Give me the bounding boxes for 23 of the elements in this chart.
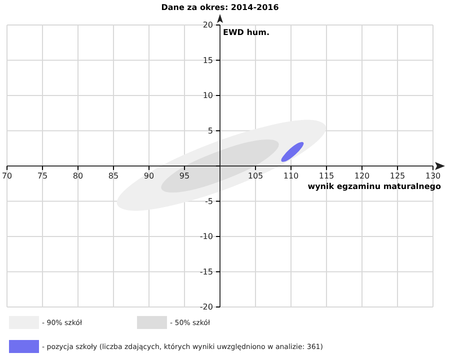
y-tick-label: -15 xyxy=(200,267,213,276)
x-tick-label: 110 xyxy=(283,172,299,181)
y-axis-title: EWD hum. xyxy=(223,28,270,37)
y-tick-label: 15 xyxy=(202,56,213,65)
x-tick-label: 80 xyxy=(72,172,84,181)
chart-title: Dane za okres: 2014-2016 xyxy=(161,3,280,12)
x-tick-label: 125 xyxy=(390,172,406,181)
x-tick-label: 70 xyxy=(2,172,12,181)
x-tick-label: 115 xyxy=(318,172,334,181)
x-tick-label: 95 xyxy=(179,172,190,181)
x-tick-label: 105 xyxy=(248,172,264,181)
y-tick-label: -20 xyxy=(200,302,213,312)
x-tick-label: 130 xyxy=(425,172,441,181)
x-tick-label: 75 xyxy=(37,172,48,181)
y-tick-label: 5 xyxy=(208,126,213,136)
y-tick-label: 20 xyxy=(202,20,213,30)
y-tick-label: -10 xyxy=(200,232,213,242)
y-tick-label: -5 xyxy=(205,196,213,206)
y-tick-label: 10 xyxy=(202,91,213,100)
x-tick-label: 85 xyxy=(108,172,119,181)
x-tick-label: 120 xyxy=(354,172,370,181)
x-axis-title: wynik egzaminu maturalnego xyxy=(308,182,442,191)
x-tick-label: 90 xyxy=(144,172,154,181)
